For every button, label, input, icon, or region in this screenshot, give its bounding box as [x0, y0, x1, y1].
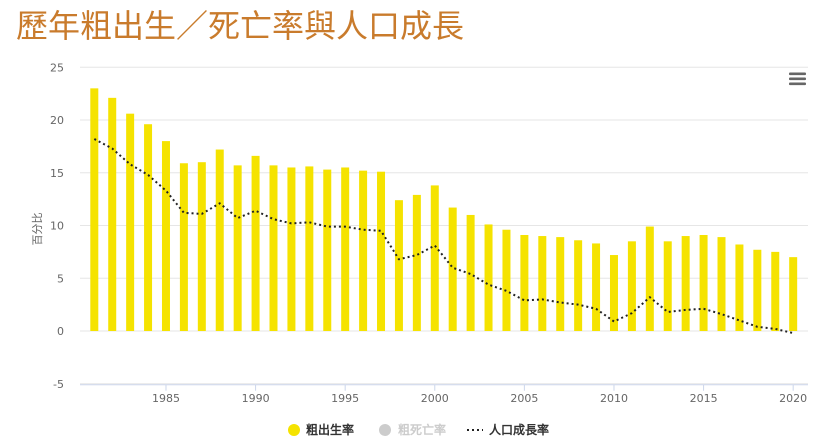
bar-birth-rate — [771, 251, 780, 331]
x-tick-label: 2010 — [600, 392, 628, 405]
gridlines — [80, 66, 808, 385]
legend-label-birth-rate: 粗出生率 — [306, 422, 354, 437]
y-tick-label: 15 — [50, 167, 64, 180]
chart-title: 歷年粗出生／死亡率與人口成長 — [16, 7, 465, 45]
y-tick-label: 25 — [50, 61, 64, 74]
bar-birth-rate — [753, 249, 762, 331]
x-tick-label: 2005 — [510, 392, 538, 405]
bar-birth-rate — [412, 194, 421, 331]
bar-birth-rate — [592, 243, 601, 331]
x-tick-label: 1995 — [331, 392, 359, 405]
bar-birth-rate — [323, 169, 332, 331]
bar-birth-rate — [341, 167, 350, 331]
bar-birth-rate — [108, 97, 117, 331]
growth-rate-series — [93, 138, 794, 335]
population-growth-line — [93, 138, 794, 335]
bar-birth-rate — [448, 207, 457, 331]
bar-birth-rate — [251, 155, 260, 331]
bar-birth-rate — [126, 113, 135, 331]
bar-birth-rate — [359, 170, 368, 331]
bar-birth-rate — [377, 171, 386, 331]
axes: -5 0 5 10 15 20 25 1985 1990 1995 2000 2005 2010 2015… — [50, 61, 808, 405]
legend-marker-death-rate — [379, 424, 391, 436]
x-tick-label: 2000 — [421, 392, 449, 405]
legend: 粗出生率 粗死亡率 人口成長率 — [288, 422, 549, 437]
bar-birth-rate — [520, 234, 529, 331]
bar-birth-rate — [735, 244, 744, 331]
bar-birth-rate — [574, 240, 583, 331]
y-tick-label: 10 — [50, 220, 64, 233]
legend-label-death-rate: 粗死亡率 — [398, 422, 446, 437]
x-tick-label: 1990 — [242, 392, 270, 405]
bar-birth-rate — [144, 124, 153, 331]
y-axis-title: 百分比 — [31, 213, 44, 246]
bar-birth-rate — [789, 257, 798, 331]
legend-label-growth-rate: 人口成長率 — [489, 422, 549, 437]
bar-birth-rate — [305, 166, 314, 331]
bar-birth-rate — [90, 88, 99, 331]
bar-birth-rate — [215, 149, 224, 331]
x-tick-label: 1985 — [152, 392, 180, 405]
bar-birth-rate — [681, 236, 690, 331]
legend-item-growth-rate[interactable]: 人口成長率 — [467, 422, 549, 437]
bar-birth-rate — [609, 255, 618, 331]
birth-rate-bars — [90, 88, 798, 331]
bar-birth-rate — [233, 165, 242, 331]
bar-birth-rate — [287, 167, 296, 331]
bar-birth-rate — [394, 200, 403, 331]
bar-birth-rate — [645, 226, 654, 331]
legend-item-birth-rate[interactable]: 粗出生率 — [288, 422, 354, 437]
bar-birth-rate — [197, 162, 206, 331]
bar-birth-rate — [484, 224, 493, 331]
bar-birth-rate — [538, 236, 547, 331]
bar-birth-rate — [556, 237, 565, 331]
x-tick-label: 2015 — [690, 392, 718, 405]
bar-birth-rate — [161, 141, 170, 331]
hamburger-menu-icon[interactable] — [786, 68, 810, 90]
bar-birth-rate — [179, 163, 188, 331]
bar-birth-rate — [430, 185, 439, 331]
bar-birth-rate — [627, 241, 636, 331]
bar-birth-rate — [502, 229, 511, 331]
bar-birth-rate — [717, 237, 726, 331]
bar-birth-rate — [663, 241, 672, 331]
y-tick-label: 5 — [57, 272, 64, 285]
y-tick-label: 0 — [57, 325, 64, 338]
bar-birth-rate — [269, 165, 278, 331]
y-tick-label: 20 — [50, 114, 64, 127]
x-tick-label: 2020 — [779, 392, 807, 405]
bar-birth-rate — [699, 234, 708, 331]
legend-item-death-rate[interactable]: 粗死亡率 — [379, 422, 446, 437]
legend-marker-birth-rate — [288, 424, 300, 436]
y-tick-label: -5 — [53, 378, 64, 391]
